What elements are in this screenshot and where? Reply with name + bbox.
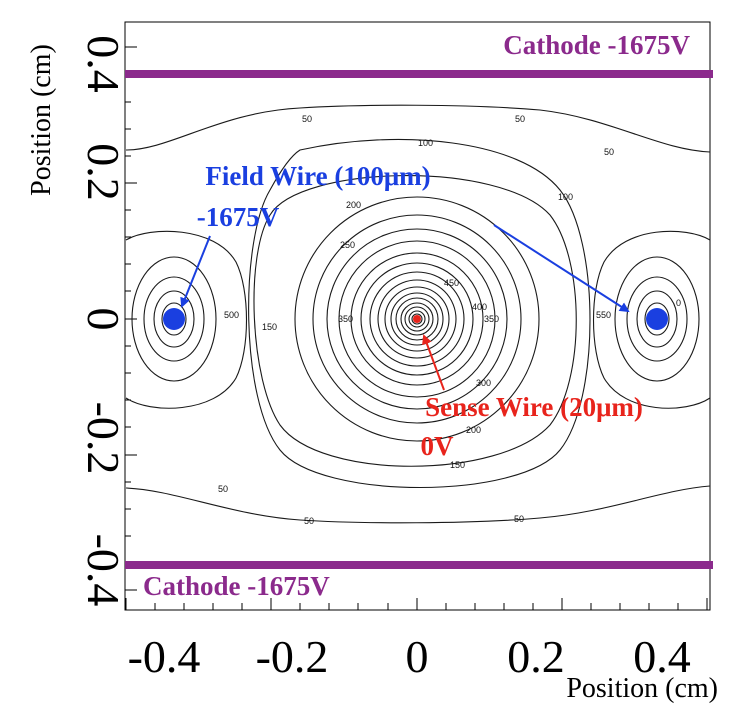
field-wire-label-line1: Field Wire (100μm) <box>205 161 430 191</box>
cathode-top-plane <box>125 70 713 78</box>
sense-wire-arrow <box>422 334 445 391</box>
cathode-bottom-label: Cathode -1675V <box>143 571 330 601</box>
y-tick-label: -0.4 <box>78 534 129 607</box>
contour-label: 50 <box>515 114 525 124</box>
contour-label: 350 <box>338 314 353 324</box>
x-tick-label: 0.2 <box>507 631 565 682</box>
y-tick-label: 0 <box>78 308 129 331</box>
contour-label: 100 <box>558 192 573 202</box>
contour-label: 200 <box>466 425 481 435</box>
y-tick-label: 0.2 <box>78 143 129 201</box>
contour-label: 50 <box>304 516 314 526</box>
contour-value-labels: 50 50 50 100 100 150 150 200 200 250 300… <box>218 114 681 526</box>
field-wire-left <box>163 308 185 330</box>
cathode-bottom-plane <box>125 561 713 569</box>
x-tick-label: -0.4 <box>128 631 201 682</box>
contour-label: 200 <box>346 200 361 210</box>
x-tick-label: -0.2 <box>256 631 329 682</box>
contour-label: 400 <box>472 302 487 312</box>
contour-label: 550 <box>596 310 611 320</box>
contour-label: 0 <box>676 298 681 308</box>
x-axis-title: Position (cm) <box>566 673 718 704</box>
contour-label: 100 <box>418 138 433 148</box>
sense-wire-label-line2: 0V <box>421 431 455 461</box>
x-tick-labels: -0.4 -0.2 0 0.2 0.4 <box>128 631 691 682</box>
y-tick-label: 0.4 <box>78 35 129 93</box>
contour-label: 500 <box>224 310 239 320</box>
contour-label: 350 <box>484 314 499 324</box>
equipotential-contours <box>125 104 711 524</box>
x-tick-label: 0 <box>406 631 429 682</box>
contour-label: 250 <box>340 240 355 250</box>
y-axis-title: Position (cm) <box>26 44 57 196</box>
y-tick-labels: 0.4 0.2 0 -0.2 -0.4 <box>78 35 129 606</box>
contour-label: 150 <box>262 322 277 332</box>
contour-label: 150 <box>450 460 465 470</box>
x-tick-marks <box>125 598 708 610</box>
field-wire-arrow-right <box>493 224 630 313</box>
contour-label: 300 <box>476 378 491 388</box>
cathode-top-label: Cathode -1675V <box>503 30 690 60</box>
field-wire-label-line2: -1675V <box>197 202 280 232</box>
sense-wire-label-line1: Sense Wire (20μm) <box>425 392 643 422</box>
field-wire-arrow-left <box>180 235 211 308</box>
sense-wire <box>413 315 421 323</box>
contour-label: 50 <box>302 114 312 124</box>
contour-label: 450 <box>444 278 459 288</box>
contour-label: 50 <box>514 514 524 524</box>
y-tick-label: -0.2 <box>78 402 129 475</box>
contour-label: 50 <box>218 484 228 494</box>
x-tick-label: 0.4 <box>633 631 691 682</box>
contour-label: 50 <box>604 147 614 157</box>
field-wire-right <box>646 308 668 330</box>
